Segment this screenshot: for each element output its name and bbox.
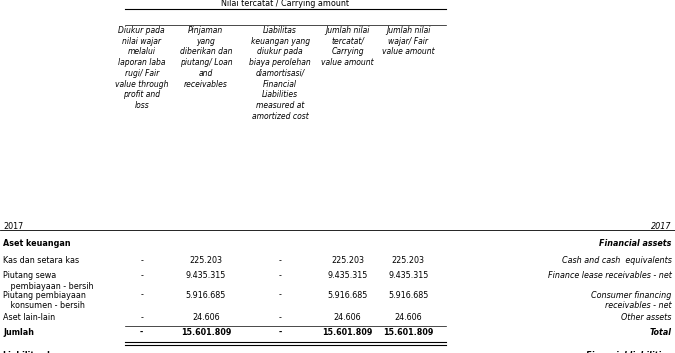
Text: Financial assets: Financial assets: [599, 239, 672, 248]
Text: Jumlah nilai
wajar/ Fair
value amount: Jumlah nilai wajar/ Fair value amount: [382, 26, 435, 56]
Text: 225.203: 225.203: [190, 256, 222, 265]
Text: Consumer financing
receivables - net: Consumer financing receivables - net: [591, 291, 672, 310]
Text: Pinjaman
yang
diberikan dan
piutang/ Loan
and
receivables: Pinjaman yang diberikan dan piutang/ Loa…: [180, 26, 232, 89]
Text: 15.601.809: 15.601.809: [383, 328, 433, 337]
Text: Liabilitas keuangan: Liabilitas keuangan: [3, 351, 92, 353]
Text: 24.606: 24.606: [395, 313, 422, 322]
Text: Diukur pada
nilai wajar
melalui
laporan laba
rugi/ Fair
value through
profit and: Diukur pada nilai wajar melalui laporan …: [115, 26, 169, 110]
Text: 2017: 2017: [651, 222, 672, 231]
Text: -: -: [140, 313, 143, 322]
Text: -: -: [140, 328, 143, 337]
Text: 225.203: 225.203: [392, 256, 425, 265]
Text: 24.606: 24.606: [192, 313, 219, 322]
Text: Piutang pembiayaan
   konsumen - bersih: Piutang pembiayaan konsumen - bersih: [3, 291, 86, 310]
Text: Cash and cash  equivalents: Cash and cash equivalents: [562, 256, 672, 265]
Text: 5.916.685: 5.916.685: [186, 291, 226, 299]
Text: -: -: [279, 328, 281, 337]
Text: 9.435.315: 9.435.315: [327, 271, 368, 280]
Text: Jumlah nilai
tercatat/
Carrying
value amount: Jumlah nilai tercatat/ Carrying value am…: [321, 26, 374, 67]
Text: 15.601.809: 15.601.809: [181, 328, 231, 337]
Text: Other assets: Other assets: [621, 313, 672, 322]
Text: -: -: [279, 271, 281, 280]
Text: 24.606: 24.606: [334, 313, 361, 322]
Text: -: -: [279, 291, 281, 299]
Text: 9.435.315: 9.435.315: [388, 271, 429, 280]
Text: 225.203: 225.203: [331, 256, 364, 265]
Text: Aset lain-lain: Aset lain-lain: [3, 313, 55, 322]
Text: 5.916.685: 5.916.685: [388, 291, 429, 299]
Text: Kas dan setara kas: Kas dan setara kas: [3, 256, 80, 265]
Text: -: -: [279, 313, 281, 322]
Text: Liabilitas
keuangan yang
diukur pada
biaya perolehan
diamortisasi/
Financial
Lia: Liabilitas keuangan yang diukur pada bia…: [249, 26, 311, 121]
Text: Nilai tercatat / Carrying amount: Nilai tercatat / Carrying amount: [221, 0, 349, 8]
Text: -: -: [140, 256, 143, 265]
Text: Finance lease receivables - net: Finance lease receivables - net: [547, 271, 672, 280]
Text: Total: Total: [649, 328, 672, 337]
Text: 15.601.809: 15.601.809: [323, 328, 373, 337]
Text: -: -: [140, 271, 143, 280]
Text: Financial liabilities: Financial liabilities: [587, 351, 672, 353]
Text: Piutang sewa
   pembiayaan - bersih: Piutang sewa pembiayaan - bersih: [3, 271, 94, 291]
Text: Aset keuangan: Aset keuangan: [3, 239, 71, 248]
Text: Jumlah: Jumlah: [3, 328, 34, 337]
Text: 5.916.685: 5.916.685: [327, 291, 368, 299]
Text: 2017: 2017: [3, 222, 24, 231]
Text: -: -: [279, 256, 281, 265]
Text: 9.435.315: 9.435.315: [186, 271, 226, 280]
Text: -: -: [140, 291, 143, 299]
